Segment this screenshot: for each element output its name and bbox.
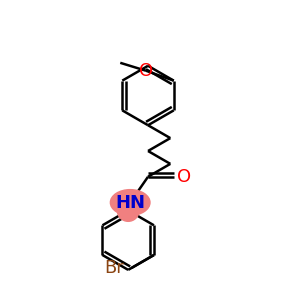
- Ellipse shape: [110, 190, 150, 215]
- Text: O: O: [139, 62, 153, 80]
- Text: HN: HN: [115, 194, 145, 211]
- Text: O: O: [177, 168, 191, 186]
- Ellipse shape: [117, 200, 139, 221]
- Text: Br: Br: [104, 259, 124, 277]
